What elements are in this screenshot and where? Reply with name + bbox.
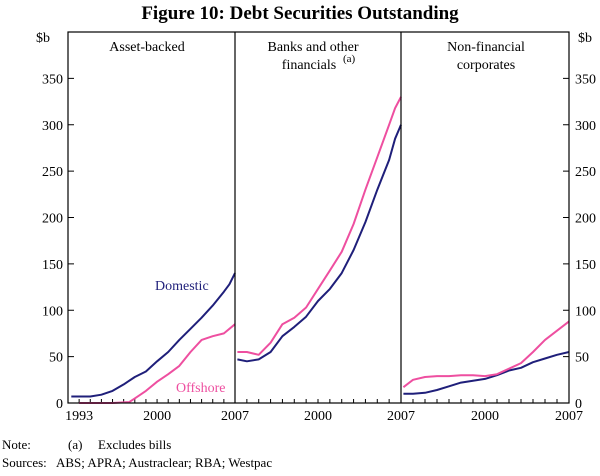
panel2-title-superscript: (a) [343,53,356,65]
left-y-axis: 0 50 100 150 200 250 300 350 [42,72,74,412]
right-tick-label: 200 [575,212,596,227]
right-tick-label: 50 [575,351,589,366]
note-row: Note: (a) Excludes bills [2,436,272,454]
note-label: Note: [2,437,31,452]
right-y-axis: 0 50 100 150 200 250 300 350 [563,72,596,412]
note-text: Excludes bills [98,437,172,452]
panel2-x-tick-label: 2007 [387,409,415,424]
right-tick-label: 350 [575,72,596,87]
panel3-domestic-line [403,351,570,395]
right-tick-label: 250 [575,165,596,180]
sources-label: Sources: [2,455,47,470]
panel1-x-tick-label: 1993 [65,409,93,424]
right-tick-label: 300 [575,119,596,134]
panel1-x-tick-label: 2000 [143,409,171,424]
right-tick-label: 100 [575,304,596,319]
panel2-x-tick-label: 2000 [304,409,332,424]
right-tick-label: 0 [575,397,582,412]
sources-text: ABS; APRA; Austraclear; RBA; Westpac [56,455,273,470]
left-tick-label: 100 [42,304,63,319]
left-tick-label: 250 [42,165,63,180]
panel3-title-line2: corporates [457,58,515,73]
panel1-domestic-label: Domestic [155,279,209,294]
left-tick-label: 300 [42,119,63,134]
figure-notes: Note: (a) Excludes bills Sources: ABS; APRA… [2,436,272,472]
panel2-title-line1: Banks and other [268,40,359,55]
figure-title: Figure 10: Debt Securities Outstanding [141,3,459,24]
note-marker: (a) [68,437,83,452]
plot-lines [71,96,570,404]
right-tick-label: 150 [575,258,596,273]
panel3-offshore-line [402,320,570,388]
right-axis-unit: $b [578,31,592,46]
panel2-domestic-line [237,124,402,363]
plot-frame [67,31,570,404]
panel1-title: Asset-backed [109,40,184,55]
panel1-offshore-line [79,323,236,404]
x-axis: 1993 2000 2007 2000 2007 2000 2007 [65,399,583,424]
left-tick-label: 0 [56,397,63,412]
panel1-domestic-line [71,272,236,398]
left-tick-label: 350 [42,72,63,87]
panel2-offshore-line [237,96,402,356]
left-tick-label: 200 [42,212,63,227]
panel2-title-line2: financials [282,58,336,73]
left-axis-unit: $b [36,31,50,46]
panel3-title-line1: Non-financial [447,40,525,55]
left-tick-label: 50 [49,351,63,366]
panel1-x-tick-label: 2007 [221,409,249,424]
sources-row: Sources: ABS; APRA; Austraclear; RBA; Wes… [2,454,272,472]
panel3-x-tick-label: 2000 [471,409,499,424]
left-tick-label: 150 [42,258,63,273]
panel1-offshore-label: Offshore [176,381,226,396]
panel3-x-tick-label: 2007 [555,409,583,424]
